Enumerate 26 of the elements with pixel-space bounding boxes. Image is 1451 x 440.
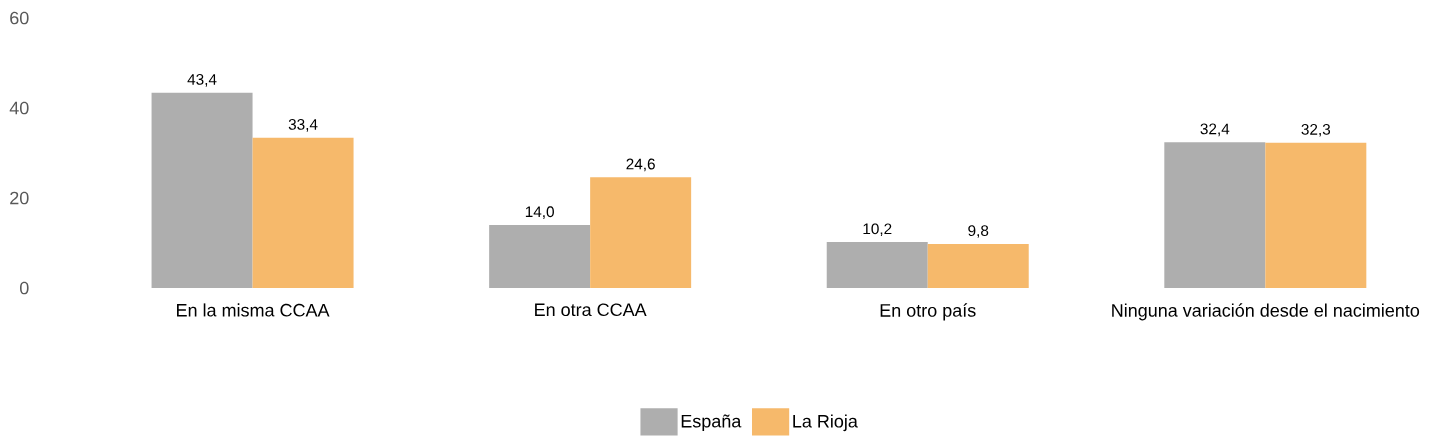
data-label: 33,4 <box>288 118 318 132</box>
legend-label: La Rioja <box>793 414 858 432</box>
data-label: 32,3 <box>1301 123 1331 137</box>
bar <box>1164 142 1266 288</box>
x-tick-label: En otro país <box>880 303 976 321</box>
data-label: 14,0 <box>525 206 554 219</box>
bar <box>252 137 354 288</box>
legend-label: España <box>681 414 742 432</box>
bar <box>590 177 692 288</box>
bar <box>826 242 928 288</box>
bar <box>151 92 253 288</box>
data-label: 9,8 <box>968 225 989 238</box>
data-label: 24,6 <box>626 158 655 172</box>
bar <box>927 243 1029 288</box>
y-tick-label: 60 <box>10 11 29 25</box>
bar <box>1265 142 1367 288</box>
x-tick-label: En la misma CCAA <box>177 303 330 317</box>
y-tick-label: 20 <box>10 191 29 205</box>
y-tick-label: 0 <box>20 281 29 295</box>
bar <box>489 225 591 288</box>
x-tick-label: Ninguna variación desde el nacimiento <box>1112 303 1420 321</box>
y-tick-label: 40 <box>9 101 29 115</box>
data-label: 43,4 <box>187 73 217 87</box>
data-label: 10,2 <box>863 223 892 237</box>
data-label: 32,4 <box>1200 123 1230 137</box>
x-tick-label: En otra CCAA <box>535 303 647 317</box>
